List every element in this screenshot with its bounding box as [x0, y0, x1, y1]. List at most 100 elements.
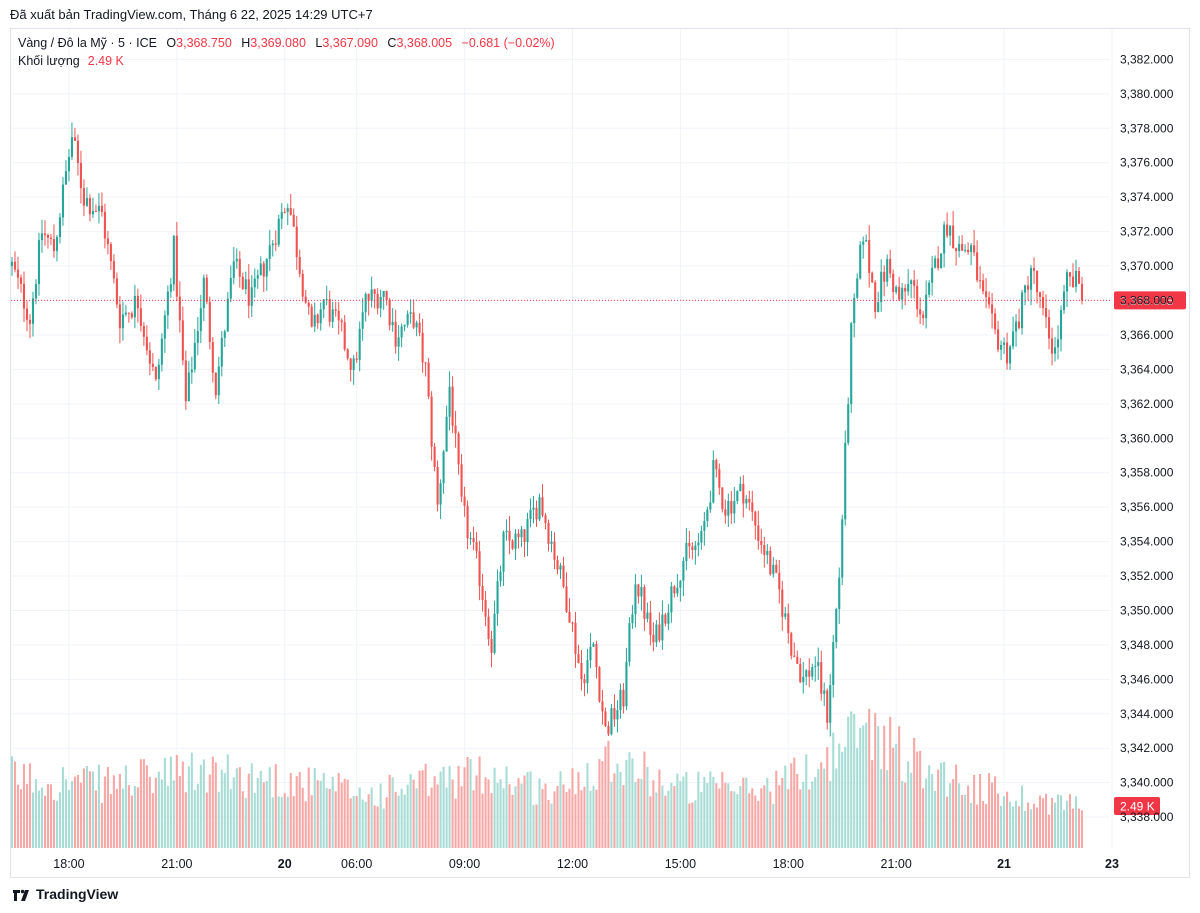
- candle-body: [757, 525, 760, 541]
- volume-bar: [328, 788, 331, 848]
- volume-bar: [10, 756, 14, 848]
- candle-body: [205, 277, 208, 302]
- symbol-label[interactable]: Vàng / Đô la Mỹ · 5 · ICE: [18, 36, 157, 50]
- volume-bar: [220, 769, 223, 848]
- candle-body: [310, 306, 313, 327]
- candlesticks: [10, 122, 1084, 737]
- candle-body: [841, 519, 844, 578]
- candle-body: [16, 269, 20, 278]
- volume-bar: [1080, 810, 1084, 848]
- volume-bar: [103, 776, 106, 848]
- volume-bar: [547, 800, 550, 848]
- candle-body: [844, 442, 847, 520]
- candle-body: [934, 258, 937, 268]
- volume-bar: [565, 792, 568, 848]
- volume-bar: [175, 754, 178, 848]
- candle-body: [835, 608, 838, 643]
- candle-body: [43, 233, 47, 235]
- candle-body: [913, 280, 916, 286]
- volume-bar: [160, 779, 163, 848]
- candle-body: [220, 337, 223, 367]
- candle-body: [259, 263, 262, 276]
- volume-bar: [592, 785, 595, 848]
- candle-body: [190, 369, 193, 373]
- candle-body: [136, 295, 139, 309]
- candle-body: [223, 331, 226, 338]
- candle-body: [76, 140, 79, 163]
- candle-body: [613, 708, 616, 720]
- candle-body: [397, 337, 400, 347]
- candle-body: [973, 245, 976, 253]
- candle-body: [376, 293, 379, 309]
- volume-bar: [292, 796, 295, 848]
- candle-body: [562, 565, 565, 587]
- candle-body: [457, 433, 460, 465]
- volume-bar: [823, 768, 826, 848]
- candle-body: [568, 611, 571, 623]
- volume-bar: [595, 789, 598, 848]
- volume-bar: [778, 785, 781, 848]
- candle-body: [145, 336, 148, 351]
- volume-bar: [643, 751, 646, 848]
- volume-bar: [754, 795, 757, 848]
- candle-body: [640, 586, 643, 597]
- candle-body: [193, 342, 196, 370]
- candle-body: [1015, 321, 1018, 332]
- candle-body: [547, 523, 550, 544]
- volume-label[interactable]: Khối lượng: [18, 54, 80, 68]
- candle-body: [976, 252, 979, 281]
- volume-bar: [958, 783, 961, 848]
- candle-body: [775, 564, 778, 573]
- candle-body: [1038, 292, 1042, 298]
- candle-body: [1080, 283, 1084, 301]
- candle-body: [337, 310, 340, 321]
- volume-bar: [865, 722, 868, 848]
- volume-bar: [694, 800, 697, 848]
- volume-bar: [415, 788, 418, 848]
- volume-bar: [724, 782, 727, 848]
- volume-bar: [781, 777, 784, 848]
- y-tick-label: 3,378.000: [1120, 121, 1174, 135]
- volume-bar: [544, 783, 547, 848]
- candle-body: [94, 211, 97, 213]
- footer-brand[interactable]: TradingView: [12, 886, 118, 902]
- volume-bar: [955, 764, 958, 848]
- volume-bar: [64, 779, 67, 848]
- candle-body: [265, 258, 268, 277]
- high-value: 3,369.080: [250, 36, 306, 50]
- volume-bar: [793, 757, 796, 848]
- candle-body: [478, 551, 481, 587]
- volume-bar: [787, 789, 790, 848]
- candle-body: [400, 326, 403, 338]
- candle-body: [925, 294, 928, 319]
- volume-bar: [841, 751, 844, 848]
- candle-body: [343, 322, 346, 350]
- volume-bar: [904, 782, 907, 848]
- volume-bar: [148, 777, 151, 848]
- candle-body: [550, 541, 553, 544]
- candle-body: [646, 612, 649, 619]
- candle-body: [565, 586, 568, 612]
- candle-body: [331, 309, 334, 322]
- volume-bar: [430, 787, 433, 848]
- volume-bar: [661, 785, 664, 848]
- chart-frame[interactable]: [10, 28, 1190, 878]
- volume-bar: [682, 776, 685, 848]
- candle-body: [838, 577, 841, 609]
- volume-bar: [688, 803, 691, 848]
- candle-body: [328, 299, 331, 322]
- candle-body: [286, 208, 289, 212]
- volume-bar: [913, 737, 916, 848]
- candle-body: [373, 289, 376, 294]
- last-price-tag: [1114, 291, 1186, 310]
- candle-body: [916, 285, 919, 310]
- candle-body: [772, 564, 775, 575]
- volume-bar: [178, 775, 181, 848]
- candle-body: [709, 502, 712, 510]
- volume-bar: [598, 759, 601, 848]
- candle-body: [163, 315, 166, 339]
- candle-body: [361, 312, 364, 329]
- volume-bar: [577, 772, 580, 848]
- volume-bar: [1059, 795, 1063, 848]
